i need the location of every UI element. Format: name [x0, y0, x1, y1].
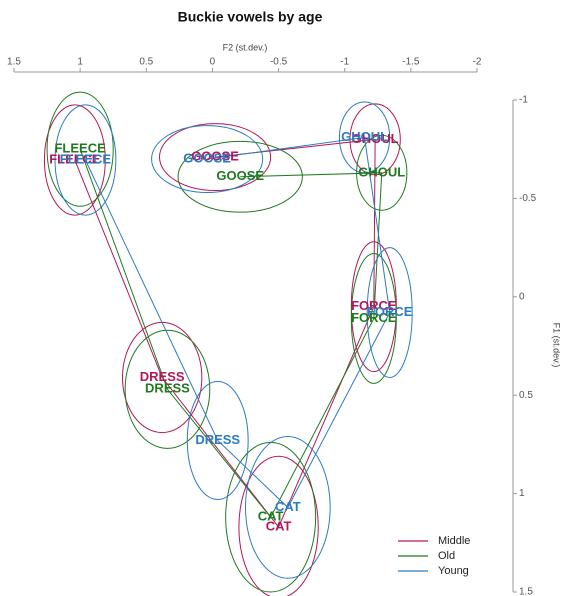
- ellipse: [186, 380, 249, 501]
- vowel-label: CAT: [258, 509, 284, 524]
- ellipse: [356, 134, 408, 211]
- vowel-label: FORCE: [351, 310, 397, 325]
- vowel-label: FORCE: [367, 304, 413, 319]
- legend-label: Middle: [438, 535, 470, 547]
- ellipse: [43, 104, 106, 216]
- ellipse: [245, 436, 331, 579]
- ellipse: [238, 455, 319, 596]
- vowel-label: DRESS: [145, 381, 190, 396]
- vowel-label: DRESS: [140, 369, 185, 384]
- vowel-line: [84, 136, 391, 509]
- vowel-label: CAT: [275, 499, 301, 514]
- x-tick-label: -2: [473, 57, 482, 68]
- x-tick-label: -1: [340, 57, 349, 68]
- x-tick-label: 1: [77, 57, 83, 68]
- y-tick-label: 0.5: [519, 390, 533, 401]
- legend-label: Young: [438, 565, 469, 577]
- y-tick-label: 0: [519, 291, 525, 302]
- x-tick-label: -1.5: [402, 57, 420, 68]
- vowel-label: GOOSE: [183, 150, 231, 165]
- y-tick-label: 1.5: [519, 587, 533, 596]
- x-tick-label: 0.5: [139, 57, 153, 68]
- vowel-label: GHOUL: [352, 131, 399, 146]
- y-axis-title: F1 (st.dev.): [552, 323, 562, 368]
- y-tick-label: 1: [519, 488, 525, 499]
- vowel-label: GOOSE: [216, 168, 264, 183]
- x-tick-label: 0: [210, 57, 216, 68]
- vowel-line: [74, 138, 376, 529]
- ellipse: [177, 140, 303, 213]
- y-tick-label: -1: [519, 95, 528, 106]
- x-tick-label: 1.5: [7, 57, 21, 68]
- vowel-label: GHOUL: [341, 129, 388, 144]
- vowel-label: DRESS: [195, 432, 240, 447]
- x-axis-title: F2 (st.dev.): [223, 42, 268, 52]
- ellipse: [54, 104, 117, 216]
- ellipse: [366, 247, 413, 378]
- vowel-label: FORCE: [351, 298, 397, 313]
- ellipse: [338, 101, 391, 174]
- vowel-label: GHOUL: [358, 164, 405, 179]
- x-tick-label: -0.5: [270, 57, 288, 68]
- y-tick-label: -0.5: [519, 193, 537, 204]
- ellipse: [159, 123, 272, 192]
- ellipse: [151, 125, 264, 193]
- vowel-label: FLEECE: [54, 141, 106, 156]
- ellipse: [124, 329, 211, 449]
- ellipse: [350, 253, 397, 384]
- vowel-label: FLEECE: [60, 151, 112, 166]
- vowel-label: FLEECE: [49, 151, 101, 166]
- vowel-label: GOOSE: [191, 149, 239, 164]
- ellipse: [46, 91, 114, 207]
- legend-label: Old: [438, 550, 455, 562]
- chart-title: Buckie vowels by age: [178, 9, 323, 25]
- vowel-line: [79, 149, 383, 519]
- vowel-label: CAT: [266, 518, 292, 533]
